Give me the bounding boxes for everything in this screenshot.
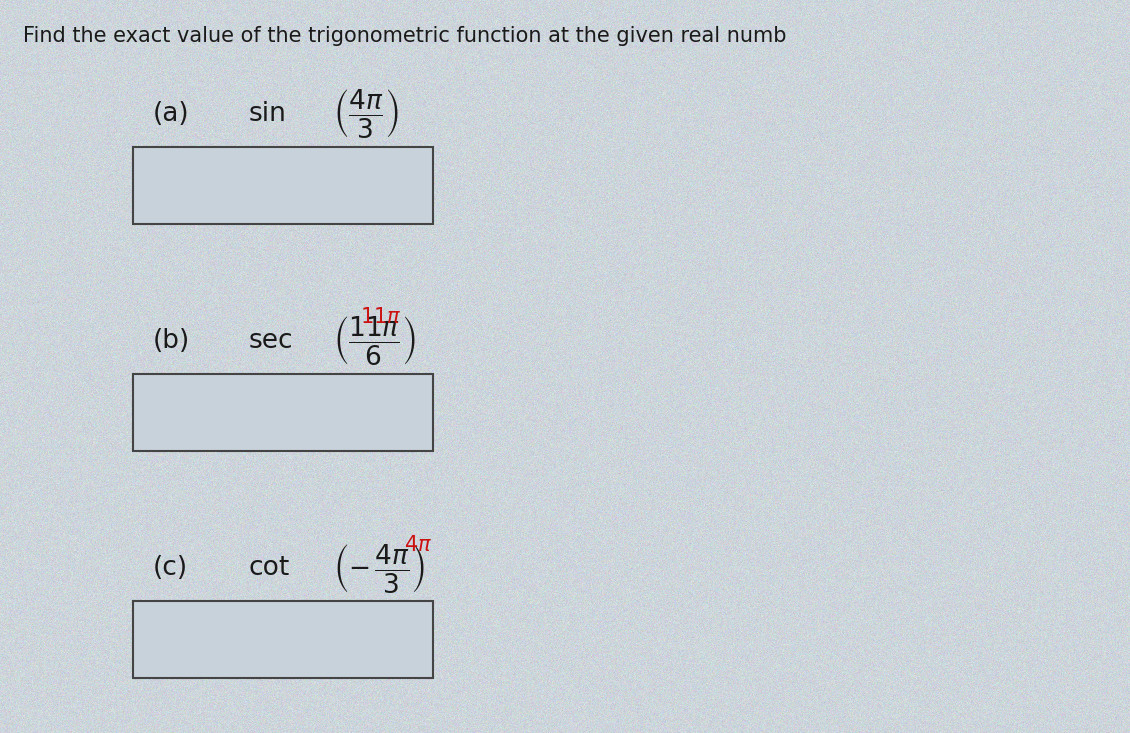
Text: cot: cot (249, 555, 290, 581)
Text: sin: sin (249, 100, 287, 127)
FancyBboxPatch shape (133, 374, 433, 451)
Text: (a): (a) (153, 100, 189, 127)
Text: Find the exact value of the trigonometric function at the given real numb: Find the exact value of the trigonometri… (23, 26, 786, 45)
Text: (b): (b) (153, 328, 190, 354)
Text: $\left(-\,\dfrac{4\pi}{3}\right)$: $\left(-\,\dfrac{4\pi}{3}\right)$ (333, 542, 426, 594)
Text: $\left(\dfrac{11\pi}{6}\right)$: $\left(\dfrac{11\pi}{6}\right)$ (333, 314, 416, 367)
Text: $11\pi$: $11\pi$ (360, 307, 401, 328)
FancyBboxPatch shape (133, 147, 433, 224)
Text: (c): (c) (153, 555, 188, 581)
Text: $\left(\dfrac{4\pi}{3}\right)$: $\left(\dfrac{4\pi}{3}\right)$ (333, 87, 399, 140)
Text: sec: sec (249, 328, 293, 354)
FancyBboxPatch shape (133, 601, 433, 678)
Text: $4\pi$: $4\pi$ (405, 534, 432, 555)
